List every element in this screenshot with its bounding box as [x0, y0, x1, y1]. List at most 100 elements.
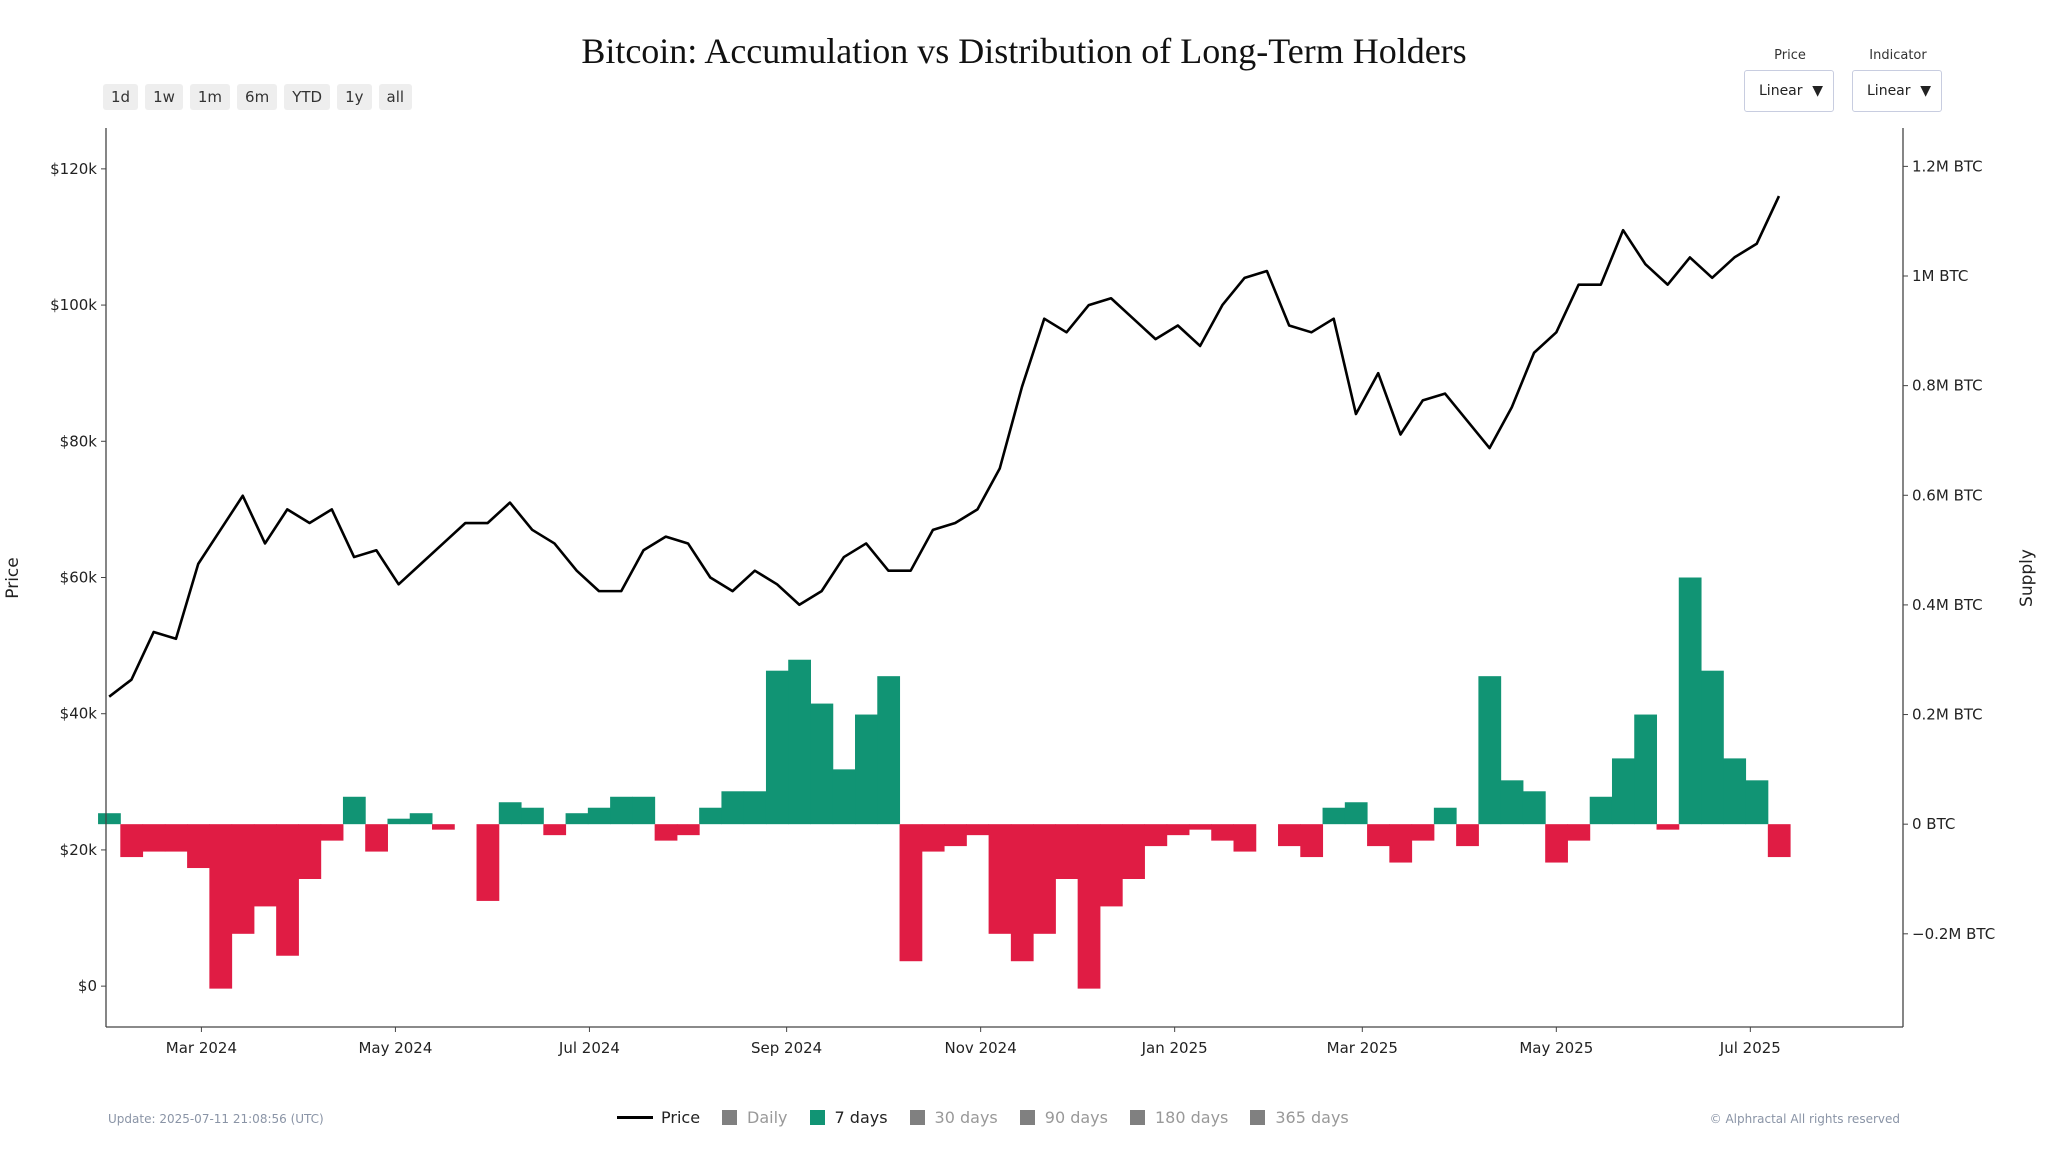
legend-item-7days[interactable]: 7 days	[809, 1108, 888, 1127]
indicator-scale-value: Linear	[1867, 83, 1911, 99]
y2-tick-label: 0.4M BTC	[1912, 596, 1983, 614]
swatch	[909, 1110, 925, 1125]
supply-bar	[409, 813, 433, 825]
y2-tick-label: 1.2M BTC	[1912, 157, 1983, 175]
x-tick-label: May 2024	[358, 1039, 432, 1057]
supply-bar	[721, 791, 745, 825]
y-tick-label: $20k	[60, 841, 98, 859]
range-button-1w[interactable]: 1w	[145, 84, 183, 110]
line-swatch	[617, 1116, 653, 1119]
legend-label: Price	[661, 1108, 701, 1127]
supply-bar	[632, 796, 656, 825]
supply-bar	[587, 807, 611, 825]
indicator-scale-dropdown[interactable]: Linear ▼	[1852, 70, 1942, 112]
supply-bar	[1055, 824, 1079, 879]
supply-bar	[1278, 824, 1301, 847]
legend-item-365days[interactable]: 365 days	[1250, 1108, 1349, 1127]
supply-bar	[765, 670, 789, 825]
supply-bar	[944, 824, 967, 847]
supply-bar	[1144, 824, 1168, 847]
supply-bar	[120, 824, 144, 858]
supply-bar	[1745, 780, 1769, 825]
indicator-scale-label: Indicator	[1869, 48, 1927, 63]
supply-bar	[498, 802, 522, 825]
supply-bar	[164, 824, 188, 852]
range-button-1m[interactable]: 1m	[189, 84, 231, 110]
supply-bar	[565, 813, 589, 825]
legend-item-30days[interactable]: 30 days	[909, 1108, 998, 1127]
legend-item-90days[interactable]: 90 days	[1019, 1108, 1108, 1127]
price-line	[108, 195, 1781, 698]
x-tick-label: Jul 2024	[558, 1039, 620, 1057]
supply-bar	[877, 676, 901, 825]
supply-bar	[387, 818, 411, 825]
y-tick-label: $60k	[60, 569, 98, 587]
supply-bar	[342, 796, 366, 825]
y2-tick-label: 0.6M BTC	[1912, 486, 1983, 504]
swatch	[1129, 1110, 1145, 1125]
supply-bar	[1500, 780, 1524, 825]
caret-down-icon: ▼	[1920, 83, 1931, 99]
price-scale-dropdown[interactable]: Linear ▼	[1744, 70, 1834, 112]
supply-bar	[365, 824, 388, 852]
supply-bar	[1367, 824, 1390, 847]
supply-bar	[276, 824, 299, 956]
supply-bar	[1522, 791, 1546, 825]
supply-bar	[1723, 758, 1747, 825]
supply-bar	[1010, 824, 1034, 962]
y-tick-label: $0	[78, 977, 97, 995]
supply-bar	[1099, 824, 1123, 907]
supply-bar	[1456, 824, 1479, 847]
supply-bar	[1767, 824, 1791, 858]
supply-bar	[966, 824, 990, 836]
y2-tick-label: −0.2M BTC	[1912, 925, 1995, 943]
legend: Price Daily 7 days 30 days 90 days 180 d…	[617, 1108, 1371, 1127]
legend-label: 7 days	[834, 1108, 888, 1127]
copyright: © Alphractal All rights reserved	[1709, 1112, 1900, 1126]
supply-bar	[855, 714, 878, 825]
y-tick-label: $120k	[50, 160, 97, 178]
y-tick-label: $80k	[60, 432, 98, 450]
supply-bar	[1611, 758, 1635, 825]
supply-bar	[1656, 824, 1680, 830]
swatch	[1250, 1110, 1266, 1125]
range-button-ytd[interactable]: YTD	[284, 84, 331, 110]
supply-bar	[320, 824, 344, 841]
supply-bar	[1478, 676, 1502, 825]
range-button-1d[interactable]: 1d	[103, 84, 139, 110]
legend-item-180days[interactable]: 180 days	[1129, 1108, 1228, 1127]
range-selector: 1d 1w 1m 6m YTD 1y all	[103, 84, 413, 110]
supply-bar	[432, 824, 455, 830]
supply-bar	[1188, 824, 1212, 830]
supply-bar	[832, 769, 856, 825]
range-button-6m[interactable]: 6m	[237, 84, 278, 110]
supply-bar	[1344, 802, 1368, 825]
range-button-all[interactable]: all	[378, 84, 413, 110]
supply-bar	[610, 796, 633, 825]
supply-bar	[810, 703, 834, 825]
supply-bar	[1166, 824, 1190, 836]
supply-bar	[1322, 807, 1346, 825]
supply-bar	[209, 824, 233, 989]
y-axis-title: Price	[3, 557, 23, 598]
supply-bar	[1701, 670, 1724, 825]
y-tick-label: $100k	[50, 296, 97, 314]
x-tick-label: Mar 2024	[166, 1039, 237, 1057]
supply-bar	[699, 807, 722, 825]
legend-item-price[interactable]: Price	[617, 1108, 700, 1127]
range-button-1y[interactable]: 1y	[337, 84, 372, 110]
supply-bar	[743, 791, 767, 825]
swatch	[722, 1110, 738, 1125]
x-tick-label: Jul 2025	[1719, 1039, 1781, 1057]
supply-bar	[1389, 824, 1413, 863]
y2-tick-label: 0 BTC	[1912, 815, 1955, 833]
supply-bar	[1634, 714, 1658, 825]
supply-bar	[231, 824, 255, 934]
swatch	[1019, 1110, 1035, 1125]
update-timestamp: Update: 2025-07-11 21:08:56 (UTC)	[108, 1112, 324, 1126]
supply-bar	[654, 824, 678, 841]
legend-item-daily[interactable]: Daily	[722, 1108, 788, 1127]
y2-tick-label: 0.8M BTC	[1912, 377, 1983, 395]
price-scale-value: Linear	[1759, 83, 1803, 99]
